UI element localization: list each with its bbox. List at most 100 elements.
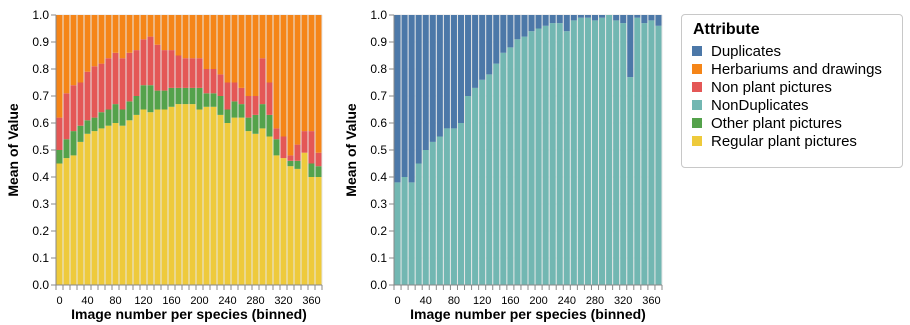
legend-item-regular-plant: Regular plant pictures bbox=[692, 132, 902, 150]
bar-segment bbox=[154, 109, 161, 285]
bar-segment bbox=[98, 63, 105, 113]
x-tick-label: 200 bbox=[529, 295, 547, 307]
bar-segment bbox=[479, 79, 486, 285]
bar-segment bbox=[294, 160, 301, 169]
bar-segment bbox=[472, 15, 479, 88]
x-tick-label: 40 bbox=[81, 295, 93, 307]
axes: 0.0 0.1 0.2 0.3 0.4 0.5 0.6 0.7 0.8 0.9 1.0 0 40 80 12… bbox=[343, 8, 663, 322]
legend-label: Regular plant pictures bbox=[711, 132, 857, 150]
y-tick-label: 0.1 bbox=[32, 251, 49, 265]
bar-segment bbox=[521, 15, 528, 37]
bar-segment bbox=[287, 15, 294, 156]
bar-segment bbox=[77, 125, 84, 142]
bar-segment bbox=[77, 15, 84, 83]
bar-segment bbox=[210, 15, 217, 69]
bar-segment bbox=[182, 58, 189, 88]
bar-segment bbox=[217, 15, 224, 75]
bar-segment bbox=[528, 31, 535, 286]
bar-segment bbox=[70, 155, 77, 285]
legend-item-nonduplicates: NonDuplicates bbox=[692, 96, 902, 114]
bar-segment bbox=[486, 15, 493, 75]
x-tick-label: 360 bbox=[302, 295, 320, 307]
bar-segment bbox=[436, 136, 443, 285]
bar-segment bbox=[408, 182, 415, 285]
bar-segment bbox=[161, 109, 168, 285]
bar-segment bbox=[217, 74, 224, 96]
bar-segment bbox=[189, 15, 196, 59]
bar-segment bbox=[266, 15, 273, 83]
legend-swatch bbox=[692, 100, 702, 110]
bar-segment bbox=[507, 15, 514, 48]
bar-segment bbox=[401, 15, 408, 177]
y-tick-label: 0.7 bbox=[32, 89, 49, 103]
bar-segment bbox=[422, 15, 429, 150]
bar-segment bbox=[507, 47, 514, 286]
bar-segment bbox=[238, 15, 245, 88]
bar-segment bbox=[245, 117, 252, 132]
x-axis-title: Image number per species (binned) bbox=[71, 306, 307, 322]
bar-segment bbox=[105, 125, 112, 285]
bar-segment bbox=[259, 15, 266, 59]
bars bbox=[394, 15, 662, 286]
bar-segment bbox=[245, 131, 252, 285]
bar-segment bbox=[238, 87, 245, 105]
bar-segment bbox=[175, 55, 182, 88]
legend-item-other-plant: Other plant pictures bbox=[692, 114, 902, 132]
legend-item-non-plant: Non plant pictures bbox=[692, 78, 902, 96]
y-tick-label: 0.0 bbox=[32, 278, 49, 292]
bar-segment bbox=[613, 20, 620, 286]
bar-segment bbox=[70, 131, 77, 156]
bar-segment bbox=[84, 120, 91, 134]
bar-segment bbox=[133, 96, 140, 115]
bar-segment bbox=[245, 96, 252, 118]
bar-segment bbox=[542, 15, 549, 26]
bar-segment bbox=[224, 82, 231, 110]
bar-segment bbox=[63, 93, 70, 140]
bar-segment bbox=[84, 15, 91, 72]
bar-segment bbox=[133, 114, 140, 286]
bar-segment bbox=[245, 15, 252, 96]
bar-segment bbox=[98, 112, 105, 129]
bar-segment bbox=[91, 66, 98, 118]
bar-segment bbox=[84, 133, 91, 285]
bar-segment bbox=[394, 182, 401, 285]
y-tick-label: 0.8 bbox=[32, 62, 49, 76]
bar-segment bbox=[266, 114, 273, 137]
bar-segment bbox=[273, 155, 280, 285]
bar-segment bbox=[294, 15, 301, 145]
bar-segment bbox=[401, 177, 408, 285]
bar-segment bbox=[486, 74, 493, 286]
bar-segment bbox=[577, 17, 584, 285]
bar-segment bbox=[514, 39, 521, 285]
bar-segment bbox=[147, 15, 154, 37]
bar-segment bbox=[231, 101, 238, 118]
bar-segment bbox=[301, 152, 308, 285]
legend: Attribute Duplicates Herbariums and draw… bbox=[681, 14, 903, 168]
x-tick-label: 280 bbox=[246, 295, 264, 307]
bar-segment bbox=[196, 58, 203, 88]
y-tick-label: 0.3 bbox=[370, 197, 387, 211]
bar-segment bbox=[450, 128, 457, 285]
bar-segment bbox=[457, 123, 465, 285]
y-tick-label: 0.2 bbox=[370, 224, 387, 238]
bar-segment bbox=[161, 90, 168, 110]
x-tick-label: 240 bbox=[558, 295, 576, 307]
bar-segment bbox=[91, 15, 98, 67]
bar-segment bbox=[161, 50, 168, 91]
legend-title: Attribute bbox=[693, 21, 760, 38]
bar-segment bbox=[606, 15, 613, 285]
bar-segment bbox=[126, 101, 133, 121]
bar-segment bbox=[217, 114, 224, 286]
bar-segment bbox=[273, 128, 280, 140]
y-axis-title: Mean of Value bbox=[5, 103, 21, 197]
bar-segment bbox=[210, 106, 217, 285]
bar-segment bbox=[126, 52, 133, 102]
x-tick-label: 320 bbox=[614, 295, 632, 307]
bar-segment bbox=[563, 31, 570, 286]
bar-segment bbox=[154, 44, 161, 91]
y-tick-label: 0.2 bbox=[32, 224, 49, 238]
bar-segment bbox=[63, 158, 70, 285]
bar-segment bbox=[584, 17, 591, 285]
chart-composition: 0.0 0.1 0.2 0.3 0.4 0.5 0.6 0.7 0.8 0.9 1.0 0 40 80 12… bbox=[5, 8, 323, 322]
bar-segment bbox=[479, 15, 486, 80]
